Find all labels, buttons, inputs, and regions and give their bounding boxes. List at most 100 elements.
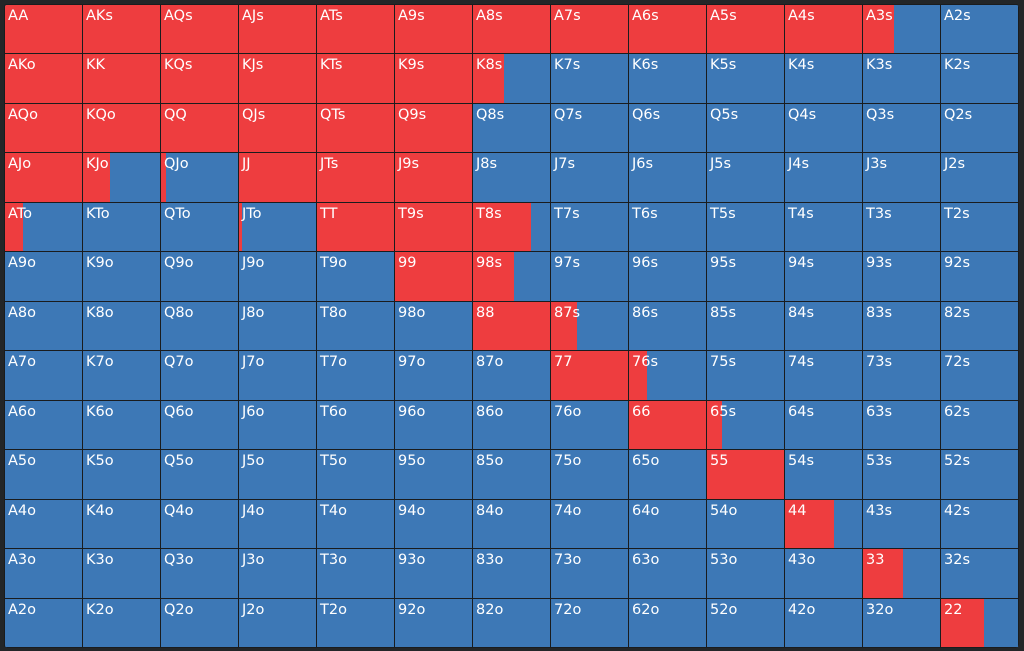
hand-cell-k3s[interactable]: K3s xyxy=(863,54,941,104)
hand-cell-73o[interactable]: 73o xyxy=(551,549,629,599)
hand-cell-k6o[interactable]: K6o xyxy=(83,400,161,451)
hand-cell-a7o[interactable]: A7o xyxy=(5,351,83,401)
hand-cell-ats[interactable]: ATs xyxy=(317,5,395,55)
hand-cell-t3o[interactable]: T3o xyxy=(317,549,395,599)
hand-cell-kts[interactable]: KTs xyxy=(317,54,395,104)
hand-cell-75s[interactable]: 75s xyxy=(707,351,785,401)
hand-cell-87s[interactable]: 87s xyxy=(551,301,629,352)
hand-cell-64s[interactable]: 64s xyxy=(785,400,863,451)
hand-cell-73s[interactable]: 73s xyxy=(863,351,941,401)
hand-cell-k8o[interactable]: K8o xyxy=(83,301,161,352)
hand-cell-82s[interactable]: 82s xyxy=(941,301,1019,352)
hand-cell-42s[interactable]: 42s xyxy=(941,499,1019,550)
hand-cell-q7s[interactable]: Q7s xyxy=(551,103,629,154)
hand-cell-52s[interactable]: 52s xyxy=(941,450,1019,500)
hand-cell-q8o[interactable]: Q8o xyxy=(161,301,239,352)
hand-cell-94o[interactable]: 94o xyxy=(395,499,473,550)
hand-cell-88[interactable]: 88 xyxy=(473,301,551,352)
hand-cell-t9s[interactable]: T9s xyxy=(395,202,473,253)
hand-cell-k5o[interactable]: K5o xyxy=(83,450,161,500)
hand-cell-aa[interactable]: AA xyxy=(5,5,83,55)
hand-cell-q3s[interactable]: Q3s xyxy=(863,103,941,154)
hand-cell-t3s[interactable]: T3s xyxy=(863,202,941,253)
hand-cell-98o[interactable]: 98o xyxy=(395,301,473,352)
hand-cell-93o[interactable]: 93o xyxy=(395,549,473,599)
hand-cell-ako[interactable]: AKo xyxy=(5,54,83,104)
hand-cell-a8s[interactable]: A8s xyxy=(473,5,551,55)
hand-cell-q9o[interactable]: Q9o xyxy=(161,252,239,302)
hand-cell-a5o[interactable]: A5o xyxy=(5,450,83,500)
hand-cell-kqo[interactable]: KQo xyxy=(83,103,161,154)
hand-cell-j2s[interactable]: J2s xyxy=(941,153,1019,203)
hand-cell-53o[interactable]: 53o xyxy=(707,549,785,599)
hand-cell-q7o[interactable]: Q7o xyxy=(161,351,239,401)
hand-cell-43o[interactable]: 43o xyxy=(785,549,863,599)
hand-cell-t4o[interactable]: T4o xyxy=(317,499,395,550)
hand-cell-a5s[interactable]: A5s xyxy=(707,5,785,55)
hand-cell-t6s[interactable]: T6s xyxy=(629,202,707,253)
hand-cell-a9s[interactable]: A9s xyxy=(395,5,473,55)
hand-cell-83o[interactable]: 83o xyxy=(473,549,551,599)
hand-cell-t7o[interactable]: T7o xyxy=(317,351,395,401)
hand-cell-93s[interactable]: 93s xyxy=(863,252,941,302)
hand-cell-tt[interactable]: TT xyxy=(317,202,395,253)
hand-cell-63o[interactable]: 63o xyxy=(629,549,707,599)
hand-cell-96o[interactable]: 96o xyxy=(395,400,473,451)
hand-cell-97s[interactable]: 97s xyxy=(551,252,629,302)
hand-cell-43s[interactable]: 43s xyxy=(863,499,941,550)
hand-cell-99[interactable]: 99 xyxy=(395,252,473,302)
hand-cell-q5o[interactable]: Q5o xyxy=(161,450,239,500)
hand-cell-q4o[interactable]: Q4o xyxy=(161,499,239,550)
hand-cell-a4s[interactable]: A4s xyxy=(785,5,863,55)
hand-cell-t6o[interactable]: T6o xyxy=(317,400,395,451)
hand-cell-jj[interactable]: JJ xyxy=(239,153,317,203)
hand-cell-jts[interactable]: JTs xyxy=(317,153,395,203)
hand-cell-j7s[interactable]: J7s xyxy=(551,153,629,203)
hand-cell-66[interactable]: 66 xyxy=(629,400,707,451)
hand-cell-t5o[interactable]: T5o xyxy=(317,450,395,500)
hand-cell-qq[interactable]: QQ xyxy=(161,103,239,154)
hand-cell-a3s[interactable]: A3s xyxy=(863,5,941,55)
hand-cell-kk[interactable]: KK xyxy=(83,54,161,104)
hand-cell-65o[interactable]: 65o xyxy=(629,450,707,500)
hand-cell-ato[interactable]: ATo xyxy=(5,202,83,253)
hand-cell-j9s[interactable]: J9s xyxy=(395,153,473,203)
hand-cell-97o[interactable]: 97o xyxy=(395,351,473,401)
hand-cell-kjo[interactable]: KJo xyxy=(83,153,161,203)
hand-cell-kqs[interactable]: KQs xyxy=(161,54,239,104)
hand-cell-t7s[interactable]: T7s xyxy=(551,202,629,253)
hand-cell-76o[interactable]: 76o xyxy=(551,400,629,451)
hand-cell-55[interactable]: 55 xyxy=(707,450,785,500)
hand-cell-a6s[interactable]: A6s xyxy=(629,5,707,55)
hand-cell-65s[interactable]: 65s xyxy=(707,400,785,451)
hand-cell-j9o[interactable]: J9o xyxy=(239,252,317,302)
hand-cell-98s[interactable]: 98s xyxy=(473,252,551,302)
hand-cell-a4o[interactable]: A4o xyxy=(5,499,83,550)
hand-cell-j3o[interactable]: J3o xyxy=(239,549,317,599)
hand-cell-kjs[interactable]: KJs xyxy=(239,54,317,104)
hand-cell-k3o[interactable]: K3o xyxy=(83,549,161,599)
hand-cell-k6s[interactable]: K6s xyxy=(629,54,707,104)
hand-cell-k9o[interactable]: K9o xyxy=(83,252,161,302)
hand-cell-t8o[interactable]: T8o xyxy=(317,301,395,352)
hand-cell-qjs[interactable]: QJs xyxy=(239,103,317,154)
hand-cell-64o[interactable]: 64o xyxy=(629,499,707,550)
hand-cell-86o[interactable]: 86o xyxy=(473,400,551,451)
hand-cell-qts[interactable]: QTs xyxy=(317,103,395,154)
hand-cell-k5s[interactable]: K5s xyxy=(707,54,785,104)
hand-cell-92o[interactable]: 92o xyxy=(395,598,473,648)
hand-cell-k2s[interactable]: K2s xyxy=(941,54,1019,104)
hand-cell-86s[interactable]: 86s xyxy=(629,301,707,352)
hand-cell-k7o[interactable]: K7o xyxy=(83,351,161,401)
hand-cell-j6s[interactable]: J6s xyxy=(629,153,707,203)
hand-cell-q3o[interactable]: Q3o xyxy=(161,549,239,599)
hand-cell-77[interactable]: 77 xyxy=(551,351,629,401)
hand-cell-33[interactable]: 33 xyxy=(863,549,941,599)
hand-cell-jto[interactable]: JTo xyxy=(239,202,317,253)
hand-cell-95o[interactable]: 95o xyxy=(395,450,473,500)
hand-cell-85s[interactable]: 85s xyxy=(707,301,785,352)
hand-cell-a2s[interactable]: A2s xyxy=(941,5,1019,55)
hand-cell-k4s[interactable]: K4s xyxy=(785,54,863,104)
hand-cell-72o[interactable]: 72o xyxy=(551,598,629,648)
hand-cell-63s[interactable]: 63s xyxy=(863,400,941,451)
